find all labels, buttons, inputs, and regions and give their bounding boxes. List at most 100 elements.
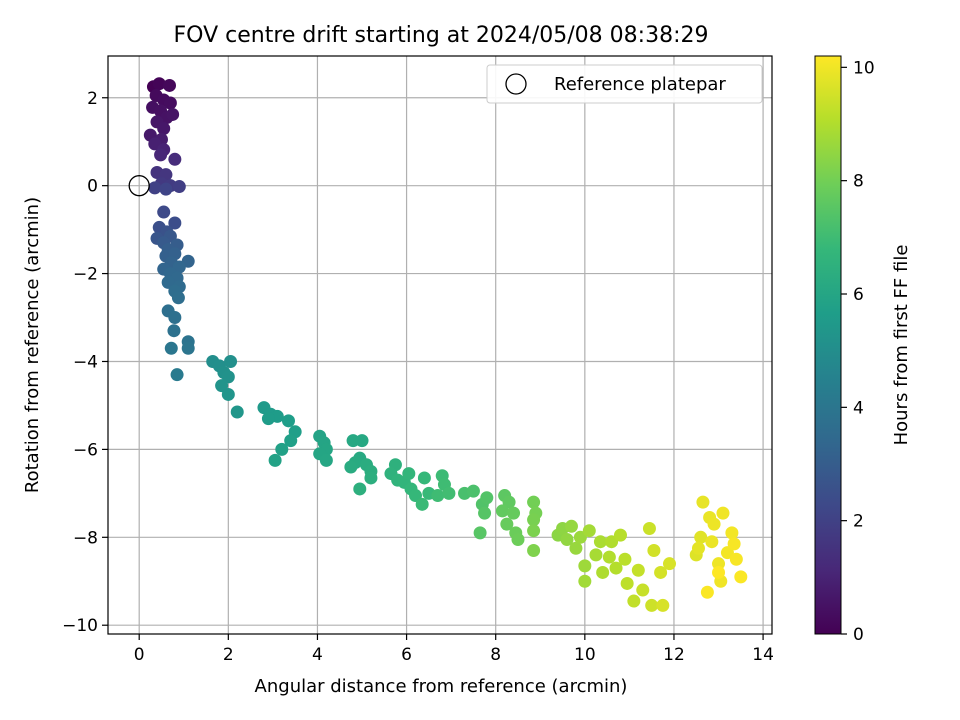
data-point <box>162 78 176 92</box>
data-point <box>631 563 645 577</box>
data-point <box>527 543 541 557</box>
data-point <box>319 453 333 467</box>
data-point <box>578 574 592 588</box>
data-point <box>480 491 494 505</box>
legend-reference-marker <box>505 73 527 95</box>
data-point <box>596 565 610 579</box>
x-tick-label: 0 <box>134 645 145 665</box>
data-point <box>647 543 661 557</box>
y-tick-label: −10 <box>62 616 98 636</box>
x-tick-label: 4 <box>312 645 323 665</box>
data-point <box>415 497 429 511</box>
data-point <box>573 530 587 544</box>
x-tick-label: 10 <box>574 645 596 665</box>
y-tick-label: −2 <box>73 265 98 285</box>
data-point <box>154 148 168 162</box>
data-point <box>569 541 583 555</box>
data-point <box>344 460 358 474</box>
data-point <box>605 535 619 549</box>
legend-box <box>486 64 763 104</box>
chart-title: FOV centre drift starting at 2024/05/08 … <box>174 23 709 48</box>
data-point <box>221 387 235 401</box>
data-point <box>164 341 178 355</box>
data-point <box>654 565 668 579</box>
data-point <box>696 495 710 509</box>
reference-marker <box>128 175 150 197</box>
y-tick-label: −4 <box>73 352 98 372</box>
axes: 0 2 4 6 8 10 12 14 2 0 −2 −4 −6 −8 −10 <box>62 89 774 665</box>
data-point <box>402 467 416 481</box>
data-point <box>589 548 603 562</box>
data-point <box>159 182 173 196</box>
data-point <box>578 559 592 573</box>
data-point <box>353 482 367 496</box>
data-point <box>364 471 378 485</box>
x-tick-label: 6 <box>401 645 412 665</box>
data-point <box>215 379 229 393</box>
data-point <box>609 561 623 575</box>
y-tick-label: 0 <box>87 177 98 197</box>
data-point <box>221 370 235 384</box>
data-point <box>618 552 632 566</box>
data-point <box>157 122 171 136</box>
data-point <box>261 412 275 426</box>
data-point <box>442 486 456 500</box>
data-point <box>284 434 298 448</box>
data-point <box>511 532 525 546</box>
data-point <box>645 598 659 612</box>
legend: Reference platepar <box>486 64 763 104</box>
colorbar-tick-label: 6 <box>853 285 864 305</box>
y-axis-label: Rotation from reference (arcmin) <box>22 197 43 493</box>
data-point <box>172 180 186 194</box>
data-point <box>166 107 180 121</box>
data-point <box>613 528 627 542</box>
data-point <box>663 557 677 571</box>
x-axis-label: Angular distance from reference (arcmin) <box>255 676 628 697</box>
data-point <box>148 181 162 195</box>
data-point <box>593 535 607 549</box>
data-point <box>507 506 521 520</box>
data-point <box>734 570 748 584</box>
plot-frame <box>107 55 773 635</box>
data-point <box>627 594 641 608</box>
data-point <box>466 484 480 498</box>
data-point <box>712 565 726 579</box>
data-point <box>268 453 282 467</box>
data-point <box>275 442 289 456</box>
reference-platepar-marker <box>128 175 150 197</box>
data-point <box>636 583 650 597</box>
data-point <box>656 598 670 612</box>
data-point <box>694 530 708 544</box>
data-point <box>707 517 721 531</box>
y-tick-label: −6 <box>73 440 98 460</box>
data-point <box>281 414 295 428</box>
data-point <box>161 275 175 289</box>
data-point <box>170 368 184 382</box>
data-points <box>143 77 748 612</box>
data-point <box>152 77 166 91</box>
colorbar-tick-label: 0 <box>853 625 864 645</box>
data-point <box>167 324 181 338</box>
data-point <box>431 489 445 503</box>
colorbar-tick-label: 8 <box>853 172 864 192</box>
data-point <box>582 524 596 538</box>
colorbar-tick-label: 4 <box>853 398 864 418</box>
data-point <box>527 524 541 538</box>
data-point <box>527 495 541 509</box>
data-point <box>716 506 730 520</box>
colorbar-tick-label: 2 <box>853 512 864 532</box>
colorbar-tick-label: 10 <box>853 58 875 78</box>
data-point <box>417 471 431 485</box>
data-point <box>500 517 514 531</box>
data-point <box>502 495 516 509</box>
data-point <box>620 576 634 590</box>
data-point <box>346 434 360 448</box>
data-point <box>473 526 487 540</box>
legend-entry-reference: Reference platepar <box>554 74 726 95</box>
colorbar: 0 2 4 6 8 10 <box>814 55 875 645</box>
grid-lines <box>108 56 772 634</box>
data-point <box>727 537 741 551</box>
data-point <box>355 434 369 448</box>
data-point <box>171 291 185 305</box>
